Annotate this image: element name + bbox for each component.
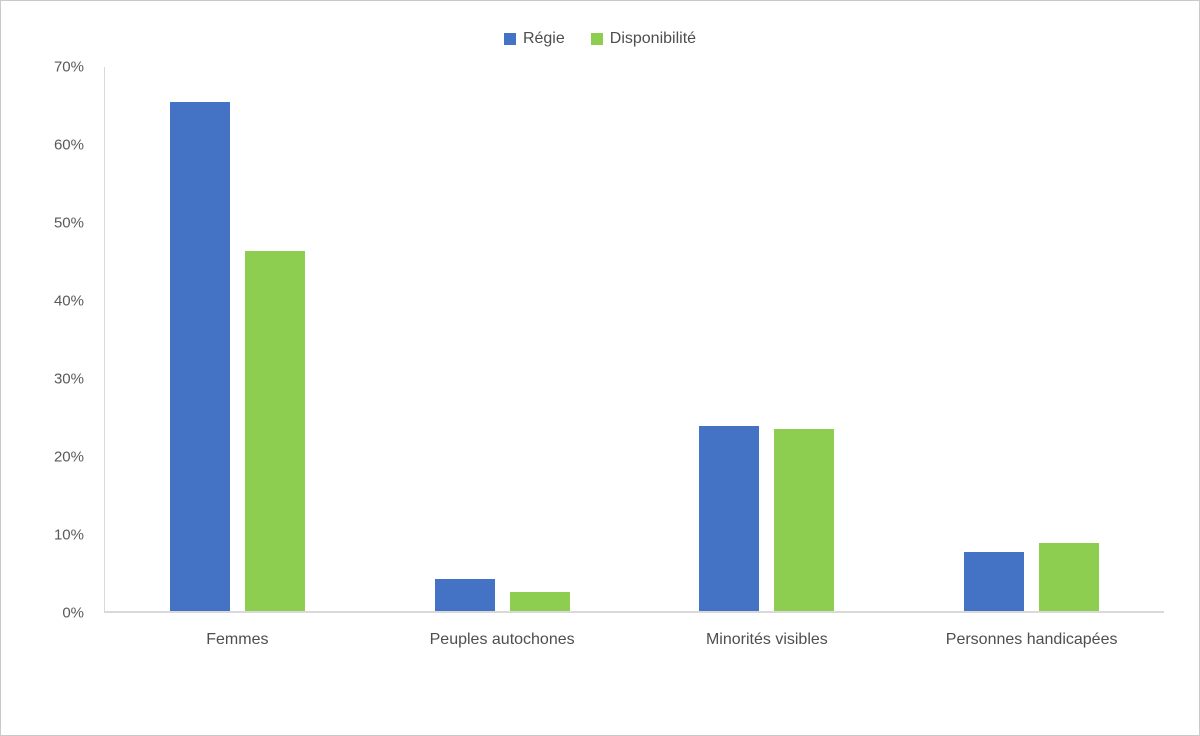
y-axis-tick-label: 0% [62,604,84,622]
legend-swatch-icon [590,33,603,45]
bar-group-personnes-handicapees [899,67,1164,611]
x-axis-category-label: Femmes [206,631,269,648]
x-axis-category-label: Peuples autochones [429,631,575,648]
legend-item-disponibilite: Disponibilité [590,30,697,48]
y-axis-line [104,67,105,613]
bar-group-femmes [105,67,370,611]
x-axis-category-label: Personnes handicapées [945,631,1118,648]
x-axis-labels: Femmes Peuples autochones Minorités visibl… [105,631,1164,649]
y-axis-tick-label: 60% [53,136,84,154]
bar-disponibilite-minorites-visibles [774,428,835,611]
y-axis-tick-label: 40% [53,292,84,310]
x-axis-category-label: Minorités visibles [705,631,828,648]
y-axis-tick-label: 20% [53,448,84,466]
bar-groups [105,67,1164,611]
bar-regie-peuples-autochones [434,579,495,611]
bar-group-minorites-visibles [635,67,900,611]
legend-label: Disponibilité [609,30,697,47]
y-axis-tick-label: 30% [53,370,84,388]
legend-swatch-icon [503,33,516,45]
bar-disponibilite-femmes [244,251,305,611]
y-axis-tick-label: 10% [53,526,84,544]
chart-legend: Régie Disponibilité [1,30,1199,48]
legend-label: Régie [522,30,565,47]
x-axis-line [104,611,1164,613]
plot-area: 0% 10% 20% 30% 40% 50% 60% 70% [54,59,1164,622]
bar-regie-personnes-handicapees [964,551,1025,611]
bar-disponibilite-personnes-handicapees [1039,543,1100,611]
y-axis-tick-label: 50% [53,214,84,232]
bar-disponibilite-peuples-autochones [509,591,570,611]
bar-regie-minorites-visibles [699,426,760,611]
bar-group-peuples-autochones [370,67,635,611]
legend-item-regie: Régie [503,30,565,48]
bar-regie-femmes [169,101,230,611]
y-axis-tick-label: 70% [53,58,84,76]
